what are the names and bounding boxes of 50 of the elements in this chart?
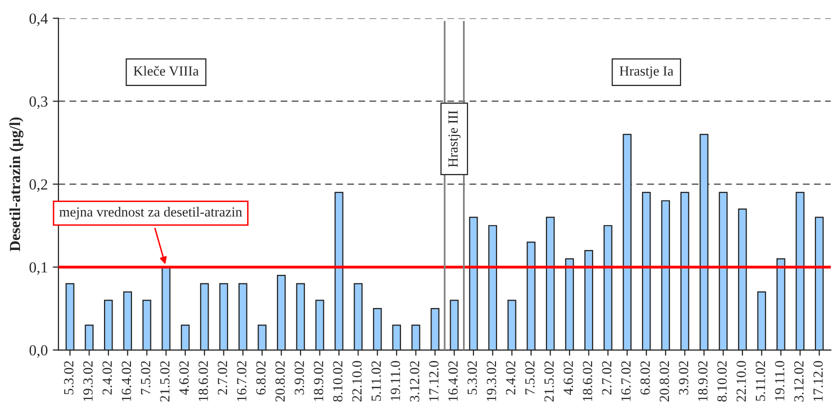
y-tick-label: 0,3: [30, 96, 48, 109]
x-tick-label: 8.10.02: [717, 361, 727, 402]
x-tick-label: 6.8.02: [256, 361, 266, 395]
x-tick-label: 19.3.02: [83, 361, 93, 401]
x-tick-label: 19.11.0: [774, 360, 784, 400]
x-tick-label: 4.6.02: [564, 361, 574, 395]
x-tick-label: 8.10.02: [333, 361, 342, 402]
y-tick-label: 0,1: [30, 262, 48, 275]
x-tick-label: 16.7.02: [621, 361, 631, 401]
x-tick-label: 19.11.0: [390, 360, 400, 400]
x-tick-label: 21.5.02: [160, 361, 170, 402]
x-tick-label: 2.4.02: [102, 361, 112, 395]
x-tick-label: 3.12.02: [410, 361, 420, 402]
x-tick-label: 16.7.02: [237, 361, 246, 401]
annotation: Hrastje Ia: [620, 66, 674, 79]
y-tick-label: 0,4: [30, 13, 48, 26]
x-tick-label: 2.7.02: [218, 361, 228, 395]
x-tick-label: 17.12.0: [429, 360, 439, 401]
x-tick-label: 3.9.02: [294, 361, 304, 394]
x-tick-label: 7.5.02: [140, 361, 150, 394]
x-tick-label: 21.5.02: [544, 361, 554, 402]
x-tick-label: 7.5.02: [525, 361, 535, 394]
x-tick-label: 6.8.02: [640, 361, 650, 395]
x-tick-label: 3.12.02: [794, 361, 804, 402]
y-tick-label: 0,2: [30, 179, 48, 192]
x-tick-label: 19.3.02: [486, 361, 496, 401]
x-tick-label: 18.9.02: [698, 361, 708, 401]
x-tick-label: 22.10.0: [736, 360, 746, 402]
x-tick-label: 5.3.02: [64, 361, 74, 394]
ref-line-label: mejna vrednost za desetil-atrazin: [59, 206, 242, 220]
x-tick-label: 20.8.02: [660, 361, 670, 402]
x-tick-label: 17.12.0: [813, 360, 823, 401]
x-tick-label: 18.9.02: [314, 361, 324, 401]
x-tick-label: 3.9.02: [678, 361, 688, 394]
x-tick-label: 18.6.02: [582, 361, 592, 401]
x-tick-label: 2.7.02: [602, 361, 612, 395]
y-tick-label: 0,0: [30, 345, 48, 358]
annotation: Hrastje III: [448, 110, 461, 168]
x-tick-label: 5.11.02: [756, 361, 766, 401]
annotation: Kleče VIIIa: [134, 66, 199, 76]
x-tick-label: 2.4.02: [506, 361, 516, 395]
x-tick-label: 22.10.0: [352, 360, 362, 402]
x-tick-label: 16.4.02: [448, 361, 458, 401]
x-tick-label: 5.11.02: [371, 361, 381, 401]
x-tick-label: 18.6.02: [198, 361, 208, 401]
y-axis-title: Desetil-atrazin (µg/l): [9, 117, 24, 252]
x-tick-label: 4.6.02: [179, 361, 189, 395]
x-tick-label: 16.4.02: [122, 361, 132, 401]
x-tick-label: 20.8.02: [275, 361, 285, 402]
x-tick-label: 5.3.02: [468, 361, 477, 394]
